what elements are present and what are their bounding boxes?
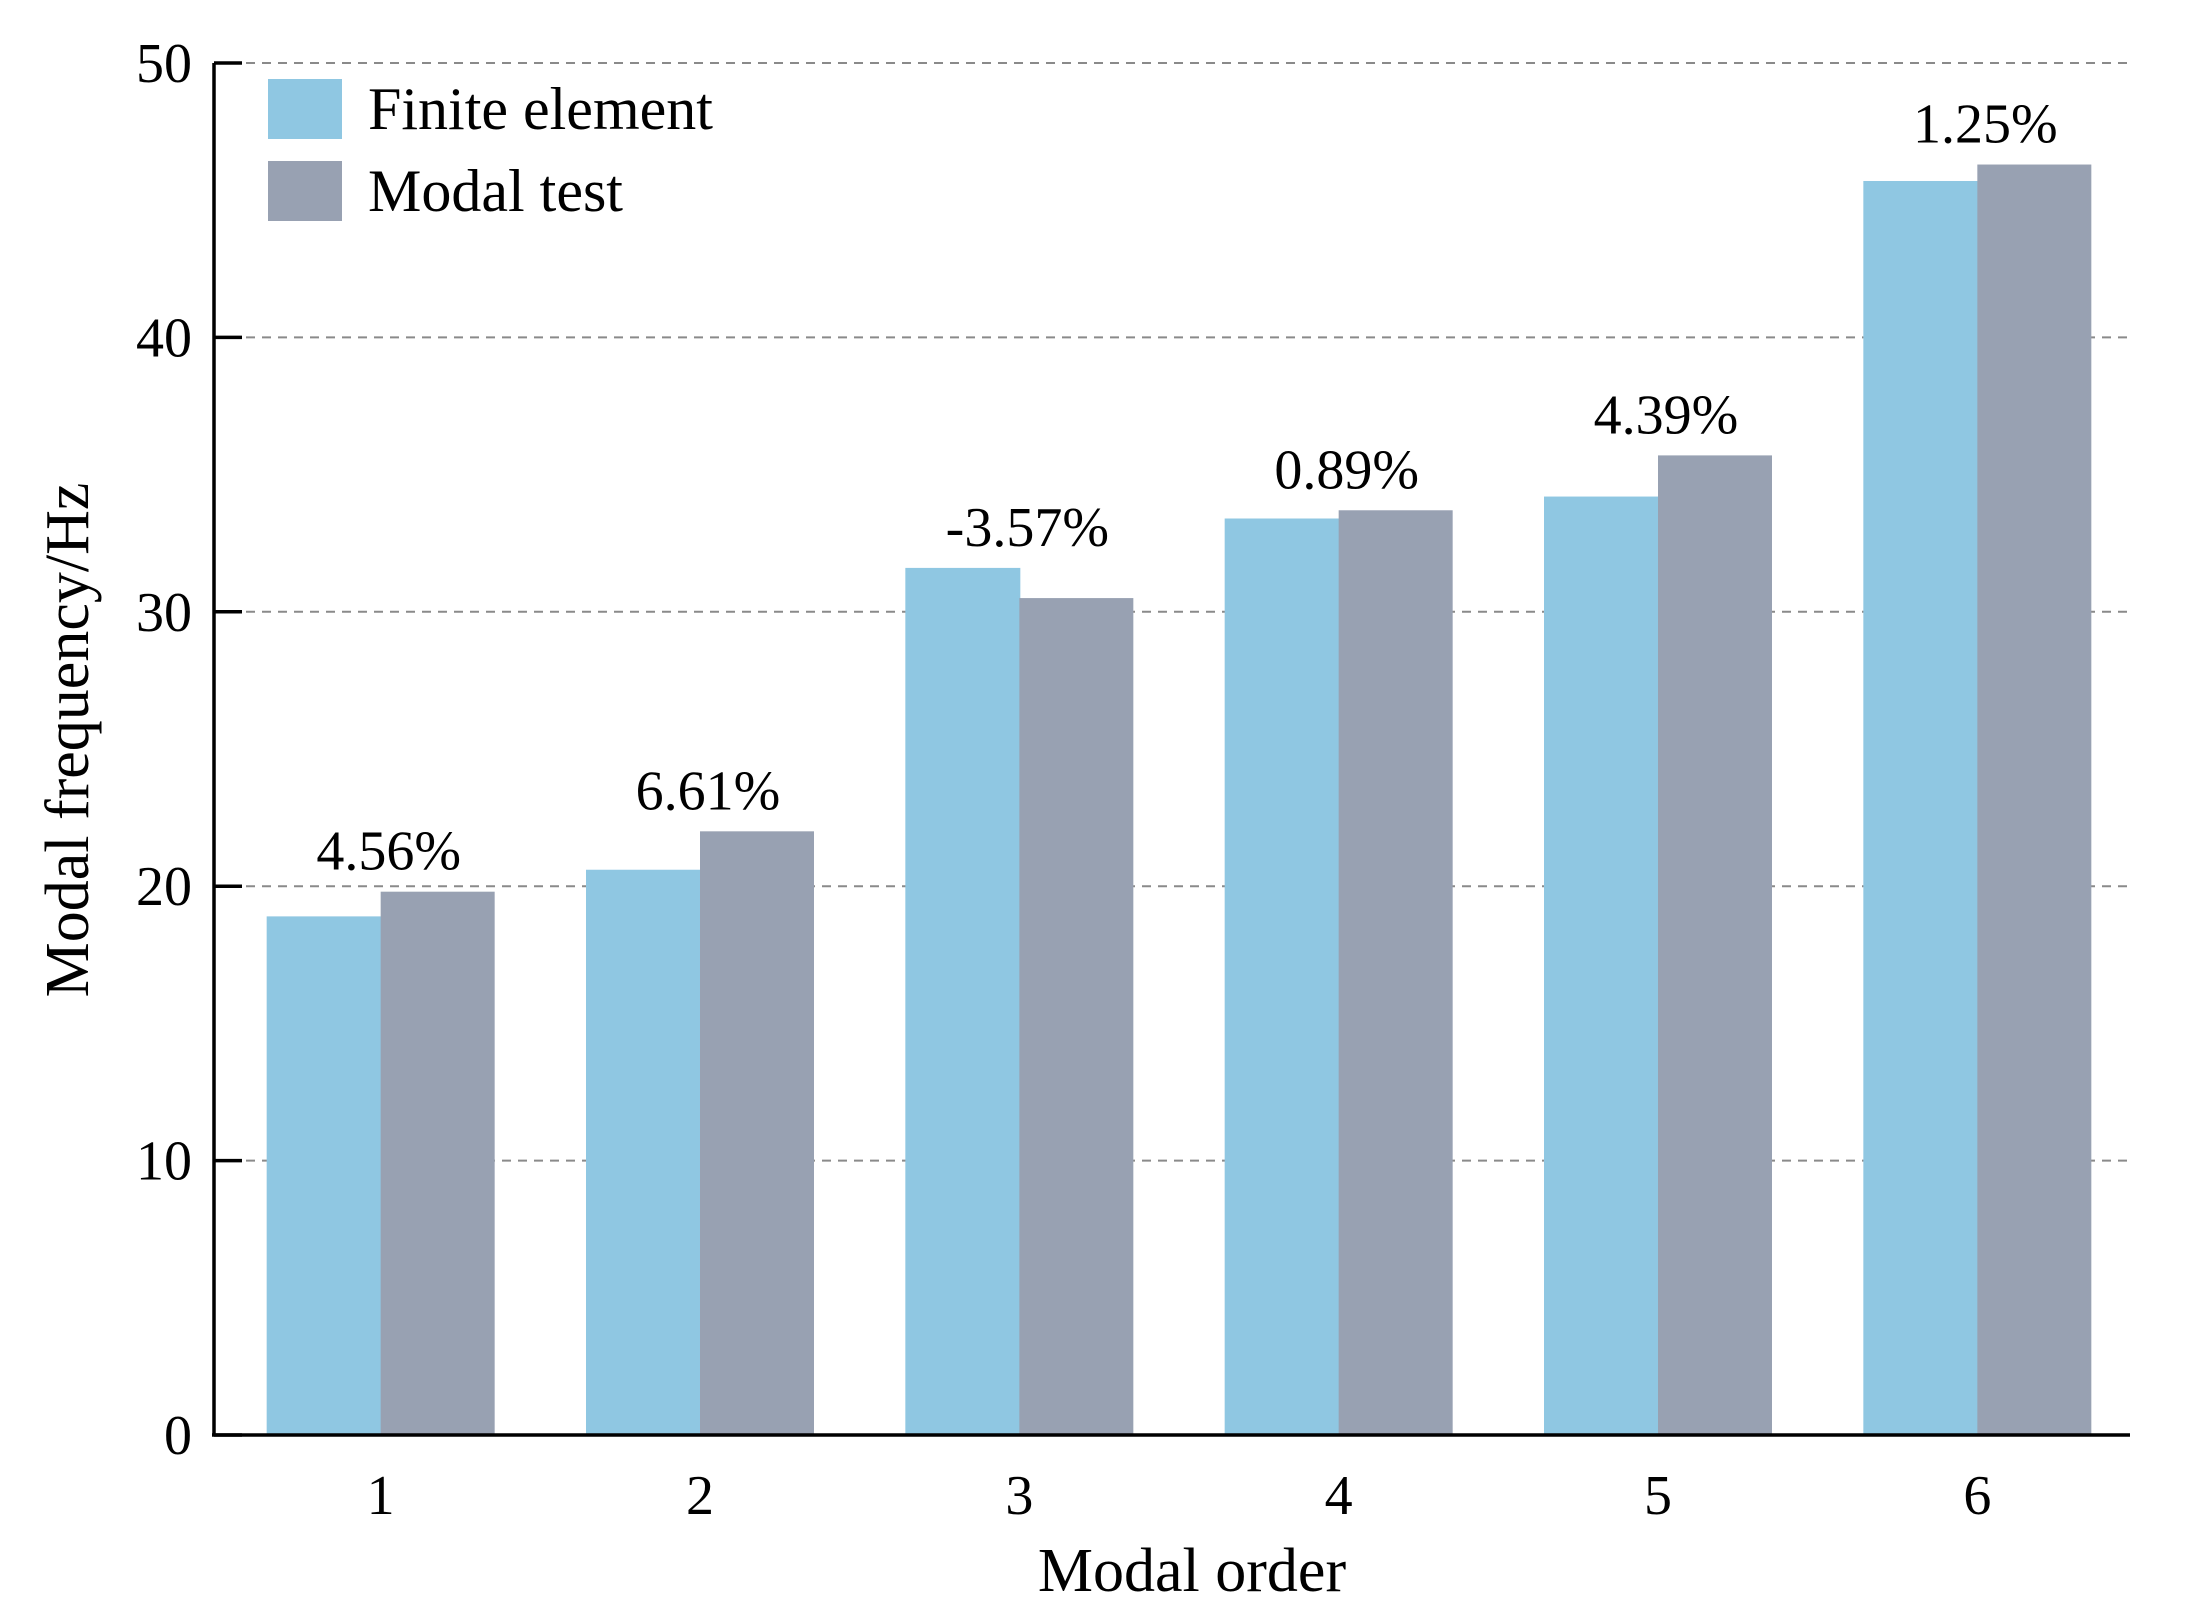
x-tick-label-2: 2	[686, 1465, 714, 1527]
y-tick-label-0: 0	[164, 1405, 192, 1467]
data-label-5: 4.39%	[1594, 384, 1739, 446]
x-tick-label-1: 1	[367, 1465, 395, 1527]
y-tick-label-50: 50	[136, 33, 192, 95]
y-axis-title: Modal frequency/Hz	[34, 483, 102, 998]
bar-modal-test-4	[1338, 510, 1453, 1436]
axes	[212, 63, 2130, 1437]
data-label-4: 0.89%	[1274, 439, 1419, 501]
x-tick-label-5: 5	[1644, 1465, 1672, 1527]
bar-finite-element-2	[586, 869, 701, 1435]
grid-lines	[214, 62, 2130, 1162]
bar-finite-element-6	[1863, 180, 1979, 1436]
data-label-2: 6.61%	[636, 760, 781, 822]
bar-finite-element-1	[266, 916, 382, 1435]
data-label-1: 4.56%	[316, 821, 461, 883]
x-tick-label-4: 4	[1325, 1465, 1353, 1527]
legend: Finite element Modal test	[268, 76, 713, 224]
y-tick-label-10: 10	[136, 1131, 192, 1193]
y-tick-label-30: 30	[136, 582, 192, 644]
data-label-6: 1.25%	[1913, 94, 2058, 156]
bar-modal-test-2	[700, 831, 814, 1435]
x-axis-title: Modal order	[1038, 1537, 1347, 1605]
bar-modal-test-6	[1977, 164, 2092, 1436]
x-tick-label-6: 6	[1963, 1465, 1991, 1527]
y-ticks: 0 10 20 30 40 50	[136, 33, 242, 1467]
x-ticks: 1 2 3 4 5 6	[367, 1465, 1992, 1527]
y-tick-label-20: 20	[136, 856, 192, 918]
x-tick-label-3: 3	[1005, 1465, 1033, 1527]
data-label-3: -3.57%	[946, 497, 1109, 559]
legend-label-finite-element: Finite element	[368, 76, 713, 142]
legend-swatch-finite-element	[268, 79, 342, 139]
bars	[266, 164, 2092, 1436]
bar-finite-element-3	[905, 567, 1021, 1435]
legend-swatch-modal-test	[268, 161, 342, 221]
legend-label-modal-test: Modal test	[368, 158, 623, 224]
bar-modal-test-3	[1019, 598, 1134, 1435]
bar-finite-element-5	[1544, 496, 1659, 1435]
bar-modal-test-1	[380, 891, 495, 1435]
bar-finite-element-4	[1224, 518, 1340, 1435]
y-tick-label-40: 40	[136, 307, 192, 369]
data-labels: 4.56% 6.61% -3.57% 0.89% 4.39% 1.25%	[316, 94, 2057, 883]
bar-modal-test-5	[1658, 455, 1772, 1436]
